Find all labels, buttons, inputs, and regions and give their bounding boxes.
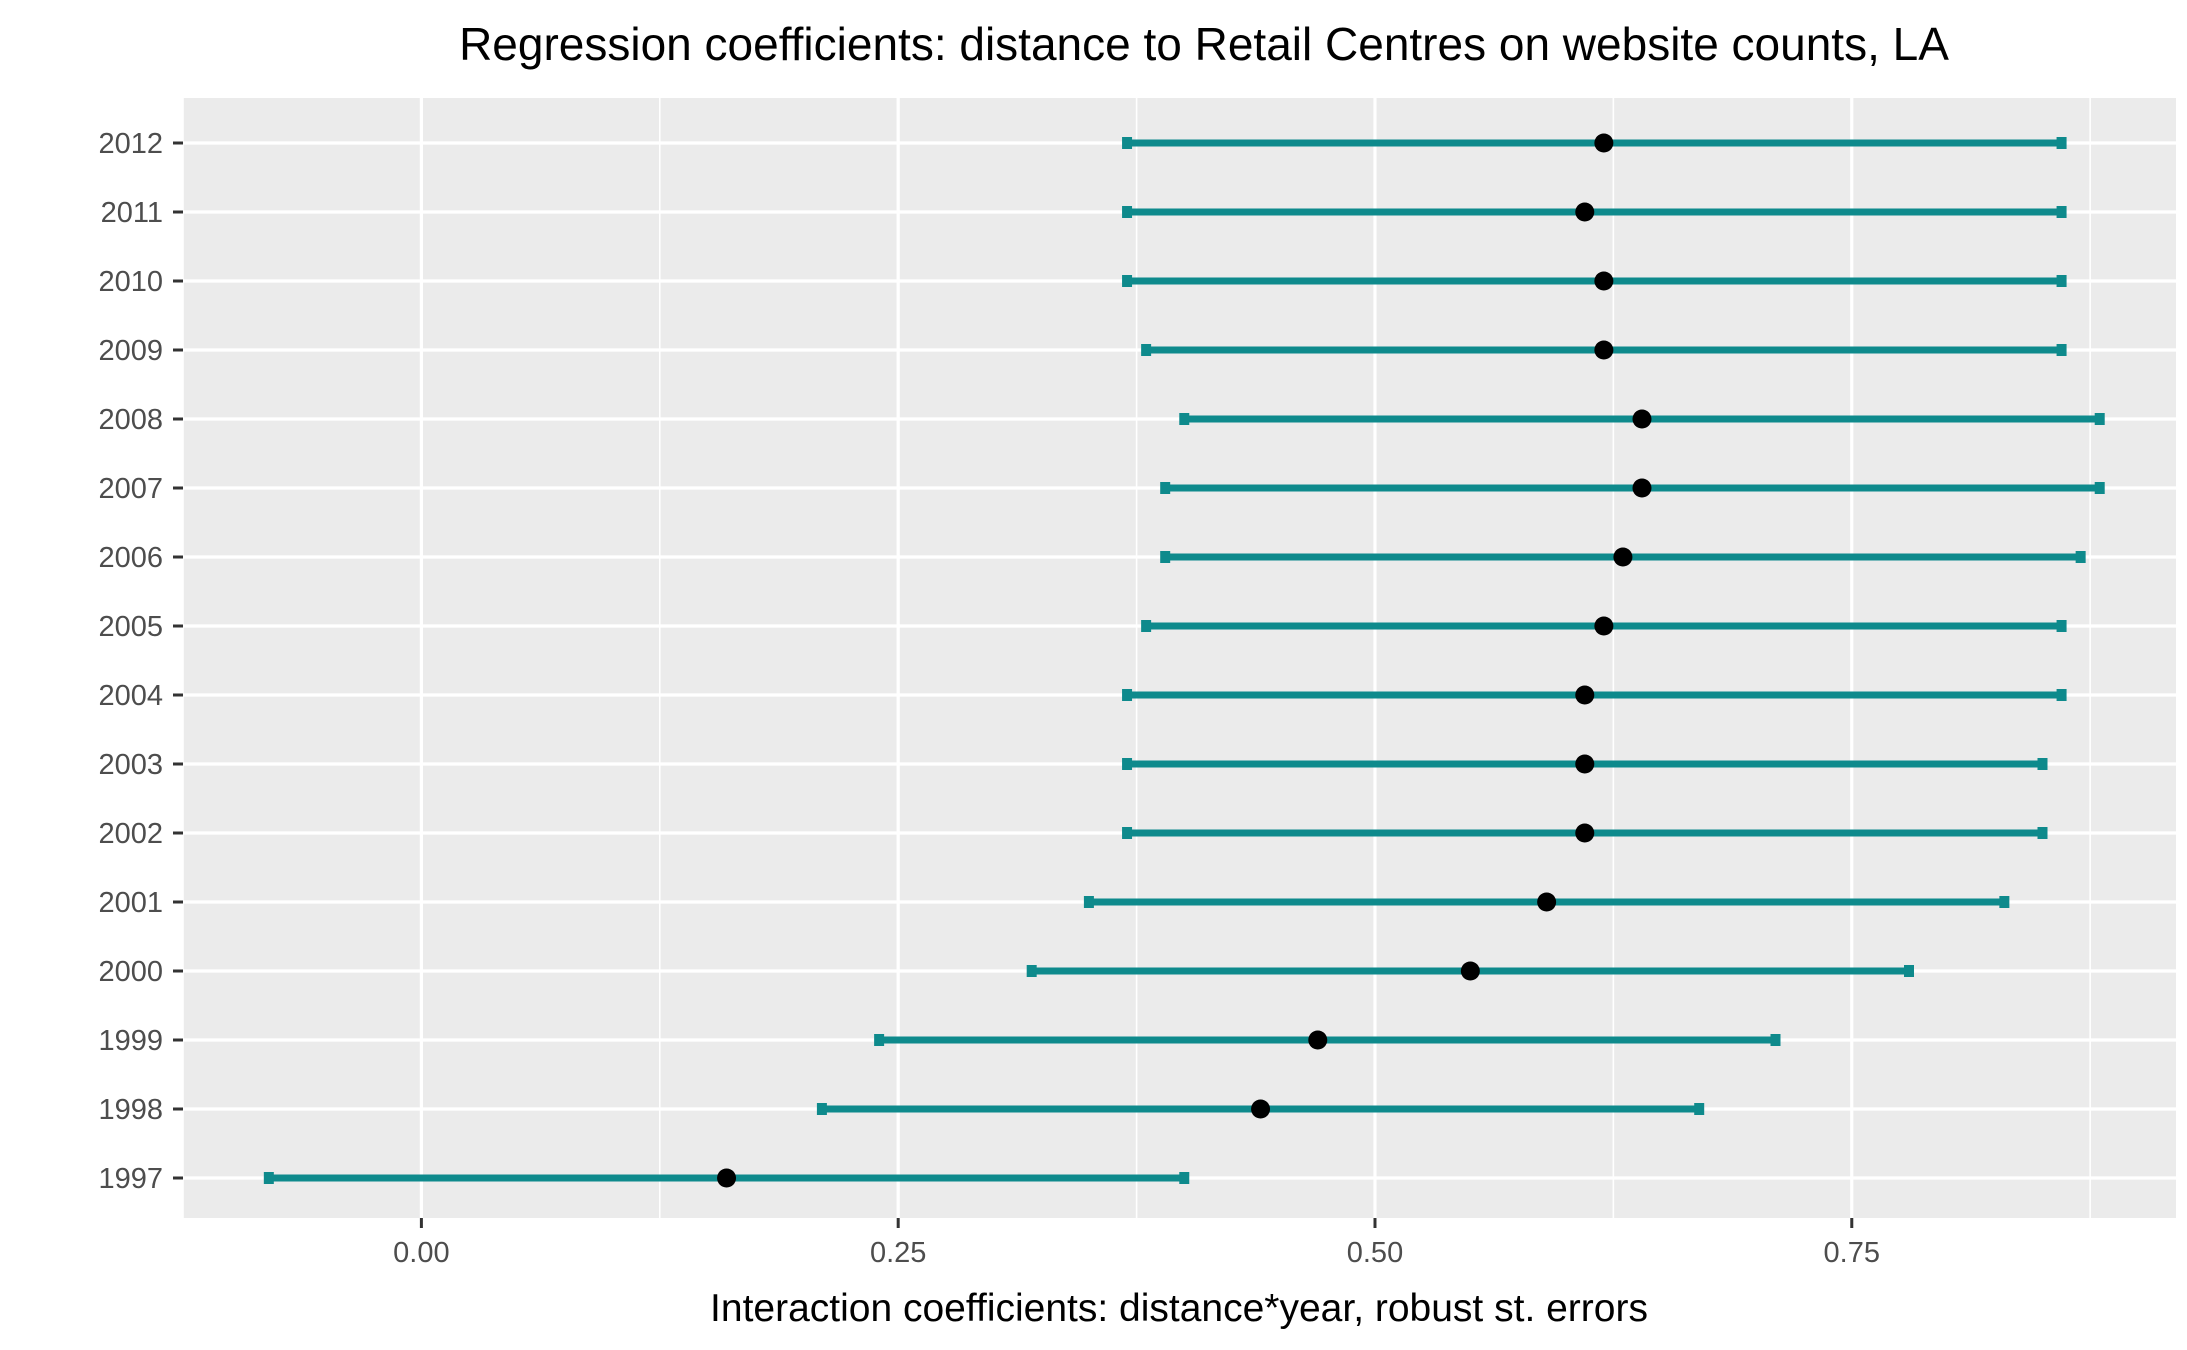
coefficient-point-2010 (1594, 271, 1614, 291)
x-tick-label: 0.50 (1347, 1237, 1403, 1269)
x-tick-label: 0.75 (1824, 1237, 1880, 1269)
y-tick-label: 2003 (98, 749, 163, 781)
y-tick-label: 2010 (98, 266, 163, 298)
coefficient-point-2004 (1575, 685, 1595, 705)
coefficient-point-2011 (1575, 202, 1595, 222)
coefficient-points (717, 133, 1652, 1188)
y-tick-label: 2012 (98, 128, 163, 160)
y-tick-label: 2006 (98, 542, 163, 574)
y-tick-label: 2008 (98, 404, 163, 436)
y-tick-label: 1997 (98, 1163, 163, 1195)
interval-1999 (874, 1034, 1781, 1046)
coefficient-point-1998 (1251, 1099, 1271, 1119)
y-tick-label: 2002 (98, 818, 163, 850)
y-tick-label: 2011 (101, 197, 163, 229)
y-axis: 1997 1998 1999 2000 2001 2002 2003 2004 2005 2006… (98, 128, 183, 1195)
coefficient-point-2005 (1594, 616, 1614, 636)
coefficient-point-2007 (1632, 478, 1652, 498)
interval-2011 (1122, 206, 2067, 218)
y-tick-label: 1999 (98, 1025, 163, 1057)
coefficient-point-2009 (1594, 340, 1614, 360)
coefficient-point-2003 (1575, 754, 1595, 774)
coefficient-point-1997 (717, 1168, 737, 1188)
y-tick-label: 2004 (98, 680, 163, 712)
interval-2007 (1160, 482, 2105, 494)
y-tick-label: 2007 (98, 473, 163, 505)
interval-2004 (1122, 689, 2067, 701)
y-tick-label: 2000 (98, 956, 163, 988)
coefficient-point-2012 (1594, 133, 1614, 153)
x-tick-label: 0.00 (393, 1237, 449, 1269)
coefficient-point-2000 (1460, 961, 1480, 981)
y-tick-label: 1998 (98, 1094, 163, 1126)
interval-2010 (1122, 275, 2067, 287)
coefficient-point-2008 (1632, 409, 1652, 429)
y-tick-label: 2009 (98, 335, 163, 367)
interval-2012 (1122, 137, 2067, 149)
coefficient-point-2006 (1613, 547, 1633, 567)
coefficient-point-2001 (1537, 892, 1557, 912)
x-tick-label: 0.25 (870, 1237, 926, 1269)
y-tick-label: 2001 (98, 887, 163, 919)
plot-panel (183, 98, 2176, 1218)
x-axis-label: Interaction coefficients: distance*year,… (710, 1287, 1648, 1330)
chart-title: Regression coefficients: distance to Ret… (459, 18, 1949, 70)
x-axis: 0.00 0.25 0.50 0.75 (393, 1218, 1880, 1269)
coefficient-point-1999 (1308, 1030, 1328, 1050)
y-tick-label: 2005 (98, 611, 163, 643)
coefficient-point-2002 (1575, 823, 1595, 843)
